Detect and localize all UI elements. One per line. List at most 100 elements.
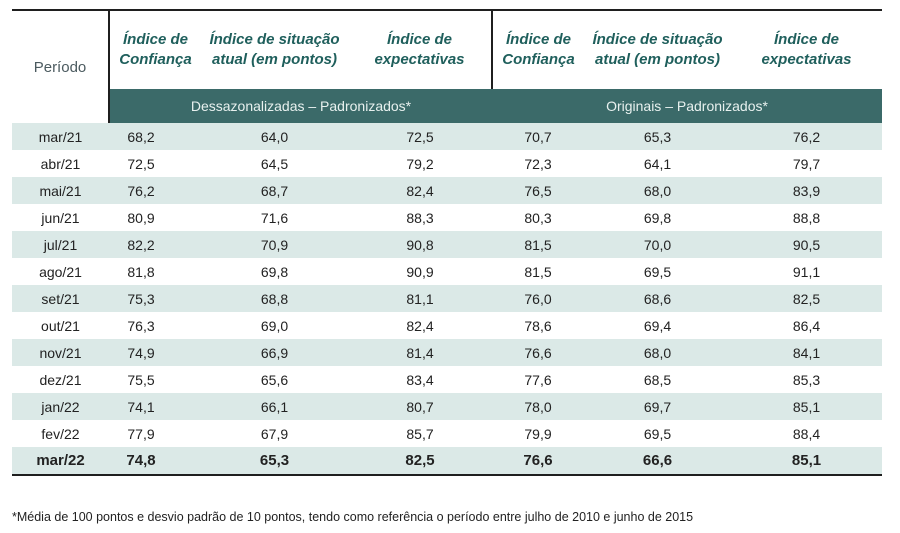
value-cell: 91,1	[731, 258, 882, 285]
value-cell: 90,9	[348, 258, 492, 285]
value-cell: 66,9	[201, 339, 348, 366]
value-cell: 69,8	[201, 258, 348, 285]
value-cell: 77,9	[109, 420, 201, 447]
value-cell: 75,5	[109, 366, 201, 393]
value-cell: 68,7	[201, 177, 348, 204]
value-cell: 86,4	[731, 312, 882, 339]
value-cell: 64,0	[201, 123, 348, 150]
header-row: Período Índice de Confiança Índice de si…	[12, 9, 882, 123]
value-cell: 65,6	[201, 366, 348, 393]
table-row: jan/22 74,1 66,1 80,7 78,0 69,7 85,1	[12, 393, 882, 420]
value-cell: 68,2	[109, 123, 201, 150]
value-cell: 80,7	[348, 393, 492, 420]
value-cell: 70,9	[201, 231, 348, 258]
value-cell: 69,7	[584, 393, 731, 420]
value-cell: 68,0	[584, 177, 731, 204]
value-cell: 82,5	[731, 285, 882, 312]
value-cell: 72,5	[348, 123, 492, 150]
col-header-expectativas-dessaz: Índice de expectativas	[348, 9, 492, 89]
period-header: Período	[12, 9, 109, 123]
group-header-originais: Originais – Padronizados*	[492, 89, 882, 123]
table-row: mar/22 74,8 65,3 82,5 76,6 66,6 85,1	[12, 447, 882, 476]
table-row: mai/21 76,2 68,7 82,4 76,5 68,0 83,9	[12, 177, 882, 204]
value-cell: 80,9	[109, 204, 201, 231]
value-cell: 69,8	[584, 204, 731, 231]
value-cell: 72,5	[109, 150, 201, 177]
value-cell: 76,0	[492, 285, 584, 312]
period-cell: jan/22	[12, 393, 109, 420]
value-cell: 74,8	[109, 447, 201, 476]
table-row: nov/21 74,9 66,9 81,4 76,6 68,0 84,1	[12, 339, 882, 366]
value-cell: 81,4	[348, 339, 492, 366]
value-cell: 72,3	[492, 150, 584, 177]
value-cell: 74,1	[109, 393, 201, 420]
value-cell: 88,4	[731, 420, 882, 447]
value-cell: 83,4	[348, 366, 492, 393]
value-cell: 88,8	[731, 204, 882, 231]
period-cell: dez/21	[12, 366, 109, 393]
value-cell: 83,9	[731, 177, 882, 204]
table-row: set/21 75,3 68,8 81,1 76,0 68,6 82,5	[12, 285, 882, 312]
table-row: dez/21 75,5 65,6 83,4 77,6 68,5 85,3	[12, 366, 882, 393]
table-row: jun/21 80,9 71,6 88,3 80,3 69,8 88,8	[12, 204, 882, 231]
value-cell: 69,0	[201, 312, 348, 339]
value-cell: 81,5	[492, 231, 584, 258]
value-cell: 84,1	[731, 339, 882, 366]
period-cell: nov/21	[12, 339, 109, 366]
value-cell: 79,9	[492, 420, 584, 447]
col-header-expectativas-orig: Índice de expectativas	[731, 9, 882, 89]
value-cell: 78,0	[492, 393, 584, 420]
value-cell: 65,3	[584, 123, 731, 150]
value-cell: 69,5	[584, 258, 731, 285]
value-cell: 67,9	[201, 420, 348, 447]
period-cell: mai/21	[12, 177, 109, 204]
footnote: *Média de 100 pontos e desvio padrão de …	[12, 510, 694, 524]
value-cell: 81,8	[109, 258, 201, 285]
value-cell: 82,4	[348, 177, 492, 204]
value-cell: 82,2	[109, 231, 201, 258]
value-cell: 66,6	[584, 447, 731, 476]
value-cell: 70,7	[492, 123, 584, 150]
value-cell: 76,2	[109, 177, 201, 204]
value-cell: 81,5	[492, 258, 584, 285]
table-row: ago/21 81,8 69,8 90,9 81,5 69,5 91,1	[12, 258, 882, 285]
col-header-situacao-orig: Índice de situação atual (em pontos)	[584, 9, 731, 89]
table-row: abr/21 72,5 64,5 79,2 72,3 64,1 79,7	[12, 150, 882, 177]
value-cell: 81,1	[348, 285, 492, 312]
value-cell: 85,3	[731, 366, 882, 393]
value-cell: 69,4	[584, 312, 731, 339]
period-cell: set/21	[12, 285, 109, 312]
value-cell: 68,6	[584, 285, 731, 312]
value-cell: 76,3	[109, 312, 201, 339]
value-cell: 68,8	[201, 285, 348, 312]
value-cell: 82,4	[348, 312, 492, 339]
group-header-dessazonalizadas: Dessazonalizadas – Padronizados*	[108, 89, 492, 123]
value-cell: 76,6	[492, 339, 584, 366]
period-cell: out/21	[12, 312, 109, 339]
value-cell: 70,0	[584, 231, 731, 258]
value-cell: 77,6	[492, 366, 584, 393]
value-cell: 68,5	[584, 366, 731, 393]
value-cell: 69,5	[584, 420, 731, 447]
value-cell: 82,5	[348, 447, 492, 476]
value-cell: 76,2	[731, 123, 882, 150]
value-cell: 68,0	[584, 339, 731, 366]
value-cell: 90,8	[348, 231, 492, 258]
value-cell: 74,9	[109, 339, 201, 366]
period-cell: fev/22	[12, 420, 109, 447]
col-header-situacao-dessaz: Índice de situação atual (em pontos)	[201, 9, 348, 89]
period-cell: mar/21	[12, 123, 109, 150]
period-cell: jun/21	[12, 204, 109, 231]
value-cell: 64,5	[201, 150, 348, 177]
value-cell: 79,2	[348, 150, 492, 177]
col-header-confianca-orig: Índice de Confiança	[491, 9, 584, 89]
table-row: mar/21 68,2 64,0 72,5 70,7 65,3 76,2	[12, 123, 882, 150]
period-cell: ago/21	[12, 258, 109, 285]
group-header-row: Dessazonalizadas – Padronizados* Origina…	[12, 89, 882, 123]
data-table: Período Índice de Confiança Índice de si…	[12, 9, 882, 476]
table-row: jul/21 82,2 70,9 90,8 81,5 70,0 90,5	[12, 231, 882, 258]
value-cell: 76,6	[492, 447, 584, 476]
value-cell: 85,1	[731, 447, 882, 476]
value-cell: 66,1	[201, 393, 348, 420]
value-cell: 64,1	[584, 150, 731, 177]
